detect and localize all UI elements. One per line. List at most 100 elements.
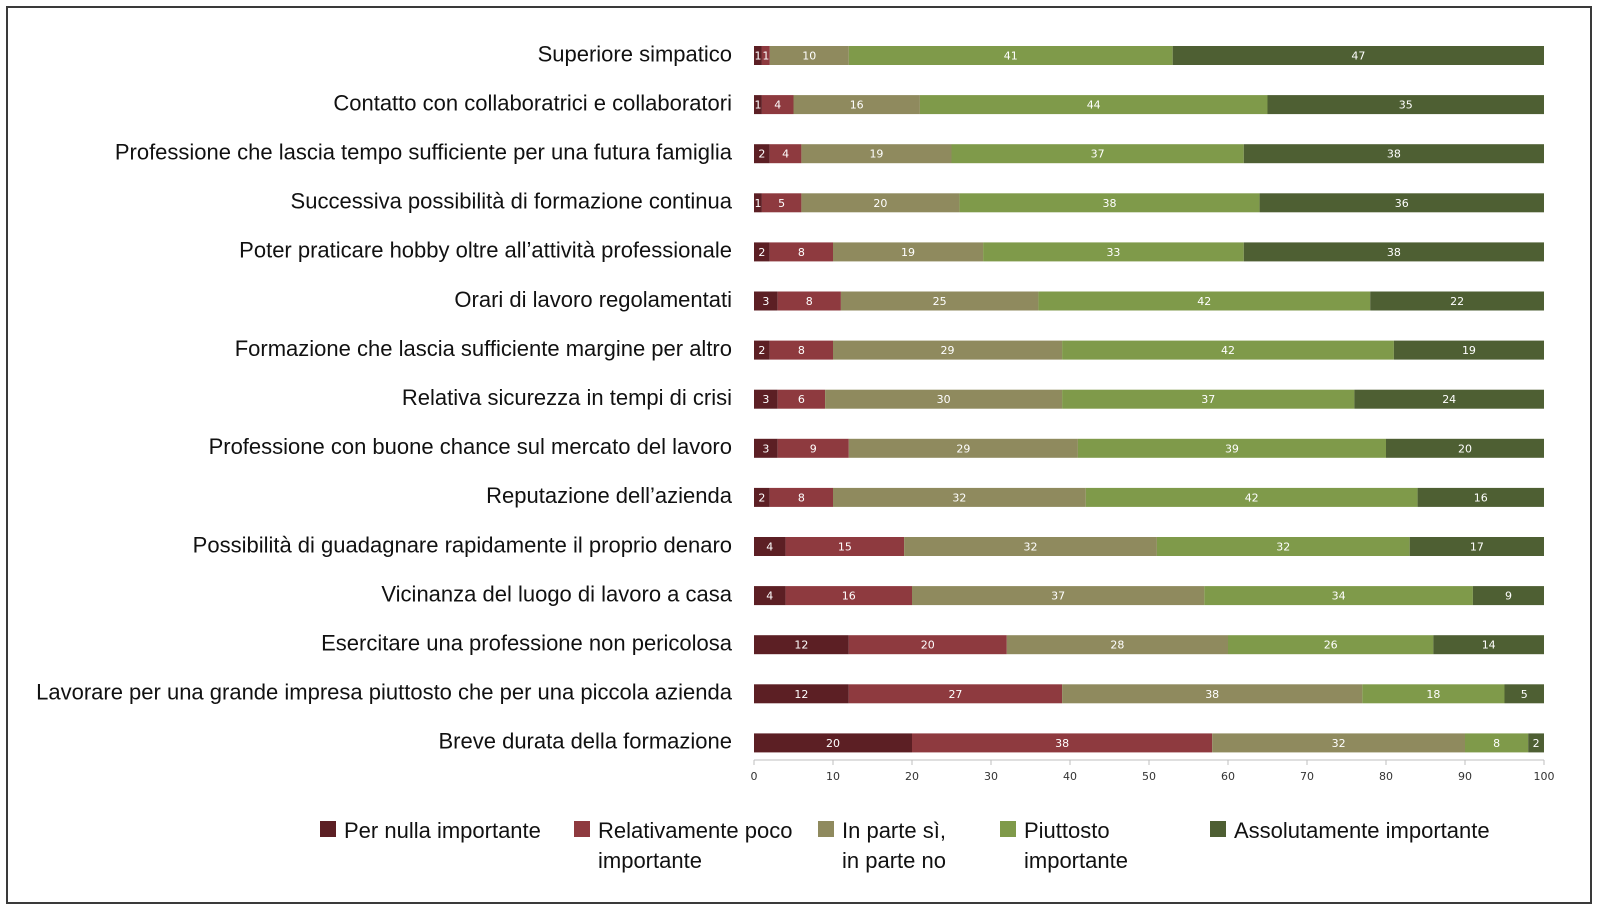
bar-row-poter-praticare-hobby-oltre-all-attivita-professionale: 2 8 19 33 38 [754, 242, 1544, 262]
bar-segment-in-parte-si-in-parte-no [825, 389, 1063, 409]
legend-swatch [1000, 821, 1016, 837]
data-label: 47 [1351, 50, 1365, 63]
x-tick-label: 100 [1534, 770, 1555, 783]
bar-segment-per-nulla-importante [754, 438, 778, 458]
data-label: 1 [754, 197, 761, 210]
x-tick-label: 50 [1142, 770, 1156, 783]
bar-segment-assolutamente-importante [1393, 340, 1544, 360]
data-label: 6 [798, 393, 805, 406]
bar-row-esercitare-una-professione-non-pericolosa: 12 20 28 26 14 [754, 635, 1544, 655]
category-label: Relativa sicurezza in tempi di crisi [402, 385, 732, 410]
bar-segment-per-nulla-importante [754, 733, 912, 753]
bar-segment-piuttosto-importante [1228, 635, 1434, 655]
bar-segment-piuttosto-importante [1077, 438, 1386, 458]
data-label: 37 [1051, 590, 1065, 603]
data-label: 38 [1103, 197, 1117, 210]
bar-segment-in-parte-si-in-parte-no [769, 46, 849, 65]
bar-segment-relativamente-poco-importante [777, 438, 849, 458]
bar-segment-relativamente-poco-importante [769, 144, 802, 164]
x-tick-label: 10 [826, 770, 840, 783]
bar-segment-in-parte-si-in-parte-no [912, 586, 1205, 606]
bar-segment-relativamente-poco-importante [761, 95, 794, 115]
bar-segment-piuttosto-importante [983, 242, 1244, 262]
x-tick-label: 80 [1379, 770, 1393, 783]
bar-segment-relativamente-poco-importante [777, 291, 841, 311]
bar-row-formazione-che-lascia-sufficiente-margine-per-altro: 2 8 29 42 19 [754, 340, 1544, 360]
data-label: 9 [1505, 590, 1512, 603]
bar-segment-in-parte-si-in-parte-no [904, 537, 1157, 556]
data-label: 8 [1493, 737, 1500, 750]
data-label: 27 [948, 688, 962, 701]
bar-segment-assolutamente-importante [1409, 537, 1544, 556]
x-tick-label: 0 [751, 770, 758, 783]
bar-segment-assolutamente-importante [1267, 95, 1544, 115]
bar-segment-piuttosto-importante [959, 193, 1260, 213]
bar-segment-assolutamente-importante [1528, 733, 1544, 753]
data-label: 36 [1395, 197, 1409, 210]
bar-segment-assolutamente-importante [1386, 438, 1544, 458]
x-tick-label: 20 [905, 770, 919, 783]
data-label: 19 [869, 148, 883, 161]
data-label: 2 [758, 491, 765, 504]
legend-item-per-nulla: Per nulla importante [320, 816, 541, 846]
bar-segment-per-nulla-importante [754, 586, 786, 606]
legend-item-relativamente-poco: Relativamente poco importante [574, 816, 792, 876]
category-label: Superiore simpatico [538, 41, 732, 66]
data-label: 16 [850, 99, 864, 112]
bar-segment-piuttosto-importante [1038, 291, 1371, 311]
bar-segment-in-parte-si-in-parte-no [833, 340, 1063, 360]
bar-segment-in-parte-si-in-parte-no [1212, 733, 1465, 753]
legend-swatch [320, 821, 336, 837]
bar-segment-piuttosto-importante [1156, 537, 1410, 556]
bar-segment-per-nulla-importante [754, 95, 762, 115]
data-label: 32 [952, 491, 966, 504]
category-label: Professione che lascia tempo sufficiente… [115, 140, 733, 165]
data-label: 2 [758, 246, 765, 259]
bar-segment-assolutamente-importante [1243, 242, 1544, 262]
bar-segment-per-nulla-importante [754, 487, 770, 507]
data-label: 2 [1533, 737, 1540, 750]
legend-swatch [1210, 821, 1226, 837]
data-label: 12 [794, 639, 808, 652]
legend-item-piuttosto: Piuttosto importante [1000, 816, 1128, 876]
bar-segment-in-parte-si-in-parte-no [1062, 684, 1363, 704]
data-label: 22 [1450, 295, 1464, 308]
bar-segment-per-nulla-importante [754, 389, 778, 409]
data-label: 2 [758, 148, 765, 161]
data-label: 37 [1091, 148, 1105, 161]
data-label: 24 [1442, 393, 1456, 406]
data-label: 20 [1458, 442, 1472, 455]
bar-segment-per-nulla-importante [754, 46, 762, 65]
legend-label: In parte sì, in parte no [842, 818, 946, 873]
data-label: 1 [754, 50, 761, 63]
data-label: 29 [941, 344, 955, 357]
bar-segment-assolutamente-importante [1172, 46, 1544, 65]
data-label: 28 [1110, 639, 1124, 652]
category-label: Esercitare una professione non pericolos… [321, 631, 733, 656]
category-label: Formazione che lascia sufficiente margin… [235, 336, 732, 361]
data-label: 8 [806, 295, 813, 308]
data-label: 19 [901, 246, 915, 259]
bar-segment-relativamente-poco-importante [848, 684, 1063, 704]
bar-segment-relativamente-poco-importante [769, 487, 833, 507]
data-label: 30 [937, 393, 951, 406]
bar-segment-piuttosto-importante [1362, 684, 1505, 704]
data-label: 39 [1225, 442, 1239, 455]
bar-row-professione-che-lascia-tempo-sufficiente-per-una-futura-famiglia: 2 4 19 37 38 [754, 144, 1544, 164]
bars: 1 1 10 41 471 4 16 44 352 4 19 37 381 5 20 38 362 8 19 33 38… [754, 46, 1544, 753]
data-label: 3 [762, 393, 769, 406]
data-label: 37 [1201, 393, 1215, 406]
data-label: 32 [1276, 541, 1290, 554]
bar-segment-relativamente-poco-importante [848, 635, 1007, 655]
bar-segment-piuttosto-importante [919, 95, 1268, 115]
category-label: Breve durata della formazione [439, 729, 733, 754]
bar-row-professione-con-buone-chance-sul-mercato-del-lavoro: 3 9 29 39 20 [754, 438, 1544, 458]
category-label: Reputazione dell’azienda [486, 483, 733, 508]
data-label: 38 [1205, 688, 1219, 701]
data-label: 33 [1106, 246, 1120, 259]
data-label: 14 [1482, 639, 1496, 652]
data-label: 15 [838, 541, 852, 554]
data-label: 3 [762, 442, 769, 455]
x-tick-label: 90 [1458, 770, 1472, 783]
category-label: Vicinanza del luogo di lavoro a casa [381, 581, 732, 606]
